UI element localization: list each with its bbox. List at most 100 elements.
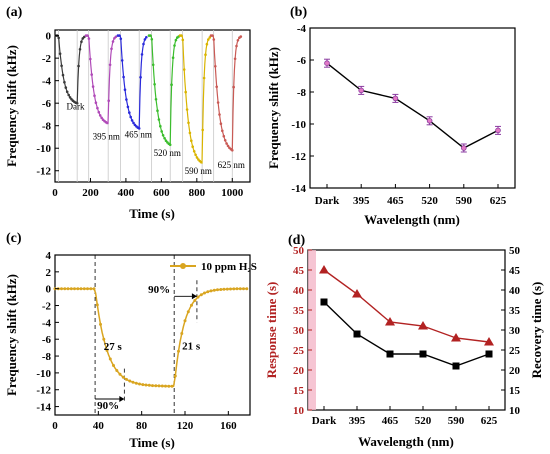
- series-point: [99, 322, 102, 326]
- y-tick-label: 2: [46, 267, 52, 279]
- series-point: [161, 134, 165, 137]
- series-point: [75, 102, 79, 105]
- series-point: [93, 94, 96, 97]
- series-point: [212, 38, 216, 41]
- panel-d-y-axis-title-left: Response time (s): [264, 282, 279, 379]
- series-point: [95, 303, 99, 307]
- series-point: [92, 287, 96, 291]
- panel-b-x-axis-title: Wavelength (nm): [364, 212, 460, 227]
- series-point: [216, 101, 220, 104]
- curve-label: 395 nm: [93, 132, 120, 142]
- series-point: [184, 90, 187, 94]
- y-tick-label: -10: [36, 368, 51, 380]
- series-point: [80, 40, 83, 44]
- series-point: [236, 39, 240, 42]
- series-point: [63, 287, 67, 291]
- series-point: [107, 99, 110, 102]
- series-point: [145, 36, 148, 39]
- response-time-annotation: 27 s: [104, 341, 123, 353]
- series-point: [129, 115, 132, 119]
- x-tick-label: 200: [82, 187, 99, 199]
- series-point: [200, 161, 203, 164]
- series-point: [123, 88, 127, 91]
- y-tick-label-left: 20: [293, 365, 305, 377]
- series-point: [151, 63, 155, 67]
- series-point: [157, 384, 161, 388]
- panel-d-x-ticks: Dark 395 465 520 590 625: [312, 406, 498, 427]
- series-point: [147, 383, 151, 387]
- panel-b-plot: [324, 58, 501, 153]
- series-point: [73, 287, 76, 291]
- series-point: [231, 149, 234, 152]
- panel-d-y-axis-title-right: Recovery time (s): [529, 282, 544, 379]
- series-point: [177, 349, 180, 353]
- response-arrow-head: [119, 396, 125, 402]
- series-point: [66, 287, 70, 291]
- series-point: [170, 83, 173, 86]
- series-point: [132, 121, 135, 125]
- panel-c-label: (c): [6, 231, 22, 246]
- x-tick-label: 400: [118, 187, 135, 199]
- series-point: [232, 287, 236, 291]
- panel-a-series: [54, 34, 243, 164]
- series-point: [108, 357, 112, 361]
- panel-c-x-ticks: 0 40 80 120 160: [52, 411, 237, 432]
- panel-c-plot: 27 s 90% 21 s 90%: [53, 255, 249, 415]
- series-point: [242, 287, 245, 291]
- series-point: [171, 56, 175, 59]
- series-point: [182, 68, 186, 71]
- y-tick-label: -6: [42, 98, 52, 110]
- y-tick-label-left: 15: [293, 385, 305, 397]
- y-tick-label: -8: [42, 121, 52, 133]
- panel-c-x-axis-title: Time (s): [129, 435, 175, 450]
- series-point: [78, 48, 82, 51]
- series-point: [149, 34, 152, 37]
- series-point: [114, 35, 118, 39]
- x-tick-label: 80: [136, 420, 148, 432]
- data-point: [324, 60, 330, 66]
- series-point: [154, 98, 158, 101]
- x-tick-label: 120: [177, 420, 194, 432]
- series-point: [140, 53, 144, 56]
- series-point: [195, 156, 199, 159]
- y-tick-label-left: 35: [293, 305, 305, 317]
- series-point: [57, 36, 60, 40]
- series-line: [86, 35, 117, 125]
- series-point: [187, 121, 190, 125]
- curve-label: Dark: [67, 101, 85, 111]
- response-point: [484, 337, 494, 346]
- series-point: [110, 47, 113, 51]
- panel-a: (a) 0 200 400 600 800 1000 0 -2 -4 -6 -8 -10 -12 Da…: [4, 5, 251, 221]
- y-tick-label-right: 10: [509, 405, 521, 417]
- series-point: [108, 63, 112, 67]
- series-point: [82, 287, 86, 291]
- y-tick-label-left: 50: [293, 245, 305, 257]
- series-point: [86, 287, 89, 291]
- y-tick-label: -8: [297, 87, 307, 99]
- panel-b: (b) Dark 395 465 520 590 625 -4-6-8-10-12-14 …: [266, 5, 516, 227]
- y-tick-label: -12: [36, 166, 51, 178]
- series-point: [173, 44, 176, 47]
- x-tick-label: 590: [456, 195, 473, 207]
- y-tick-label: -2: [42, 301, 52, 313]
- y-tick-label: 0: [46, 284, 52, 296]
- y-tick-label: -6: [42, 334, 52, 346]
- series-point: [121, 375, 125, 379]
- series-point: [150, 38, 154, 41]
- y-tick-label: -6: [297, 55, 307, 67]
- series-point: [194, 153, 197, 157]
- series-point: [170, 384, 174, 388]
- y-tick-label: -10: [36, 143, 51, 155]
- x-tick-label: 520: [421, 195, 438, 207]
- series-point: [163, 137, 166, 140]
- series-point: [63, 80, 66, 84]
- series-point: [98, 114, 102, 117]
- series-point: [216, 288, 219, 292]
- series-point: [68, 96, 72, 99]
- panel-b-frame: [309, 27, 516, 189]
- y-tick-label-left: 25: [293, 345, 305, 357]
- series-point: [90, 73, 93, 76]
- y-tick-label: -8: [42, 351, 52, 363]
- series-point: [181, 38, 185, 42]
